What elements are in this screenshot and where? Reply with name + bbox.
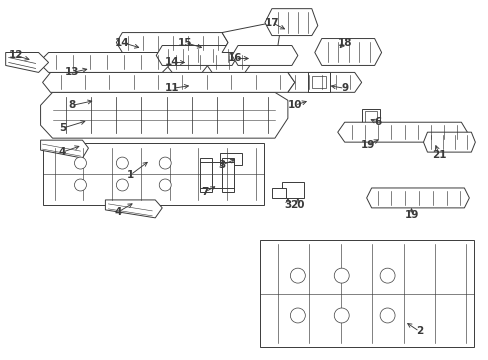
Text: 1: 1 — [126, 170, 134, 180]
Circle shape — [159, 179, 171, 191]
Circle shape — [334, 268, 348, 283]
Circle shape — [379, 268, 394, 283]
Circle shape — [74, 157, 86, 169]
Text: 21: 21 — [431, 150, 446, 160]
Bar — [271, 188, 285, 198]
Polygon shape — [116, 32, 227, 53]
Circle shape — [290, 308, 305, 323]
Text: 16: 16 — [227, 54, 242, 63]
Polygon shape — [337, 122, 467, 142]
Text: 20: 20 — [290, 200, 305, 210]
Bar — [364, 111, 376, 123]
Text: 4: 4 — [59, 147, 66, 157]
Text: 14: 14 — [115, 37, 129, 48]
Polygon shape — [314, 39, 381, 66]
Circle shape — [290, 268, 305, 283]
Polygon shape — [105, 200, 162, 218]
Polygon shape — [39, 53, 172, 72]
Polygon shape — [42, 72, 294, 92]
Polygon shape — [156, 45, 238, 66]
Circle shape — [74, 179, 86, 191]
Circle shape — [379, 308, 394, 323]
Text: 3: 3 — [218, 160, 225, 170]
Text: 6: 6 — [373, 117, 381, 127]
Text: 15: 15 — [178, 37, 192, 48]
Circle shape — [116, 179, 128, 191]
Text: 19: 19 — [404, 210, 418, 220]
Polygon shape — [41, 92, 287, 138]
Text: 18: 18 — [337, 37, 351, 48]
Bar — [307, 72, 329, 92]
Bar — [311, 76, 325, 88]
Polygon shape — [423, 132, 474, 152]
Polygon shape — [164, 53, 210, 72]
Polygon shape — [42, 143, 264, 205]
Bar — [361, 109, 379, 125]
Text: 7: 7 — [201, 187, 208, 197]
Polygon shape — [260, 240, 473, 347]
Polygon shape — [232, 45, 297, 66]
Text: 13: 13 — [65, 67, 80, 77]
Polygon shape — [41, 140, 88, 158]
Polygon shape — [204, 53, 251, 72]
Text: 3: 3 — [284, 200, 291, 210]
Polygon shape — [287, 72, 361, 92]
Polygon shape — [200, 158, 212, 192]
Text: 17: 17 — [264, 18, 279, 28]
Circle shape — [159, 157, 171, 169]
Text: 10: 10 — [287, 100, 302, 110]
Text: 14: 14 — [164, 58, 179, 67]
Text: 12: 12 — [8, 50, 23, 60]
Polygon shape — [222, 158, 234, 192]
Bar — [220, 153, 242, 165]
Text: 2: 2 — [415, 327, 422, 336]
Text: 8: 8 — [69, 100, 76, 110]
Bar — [281, 182, 303, 198]
Text: 4: 4 — [115, 207, 122, 217]
Polygon shape — [222, 23, 279, 53]
Text: 5: 5 — [59, 123, 66, 133]
Text: 9: 9 — [341, 84, 347, 93]
Text: 19: 19 — [360, 140, 374, 150]
Circle shape — [334, 308, 348, 323]
Polygon shape — [264, 9, 317, 36]
Text: 11: 11 — [164, 84, 179, 93]
Polygon shape — [6, 53, 48, 72]
Circle shape — [116, 157, 128, 169]
Polygon shape — [366, 188, 468, 208]
